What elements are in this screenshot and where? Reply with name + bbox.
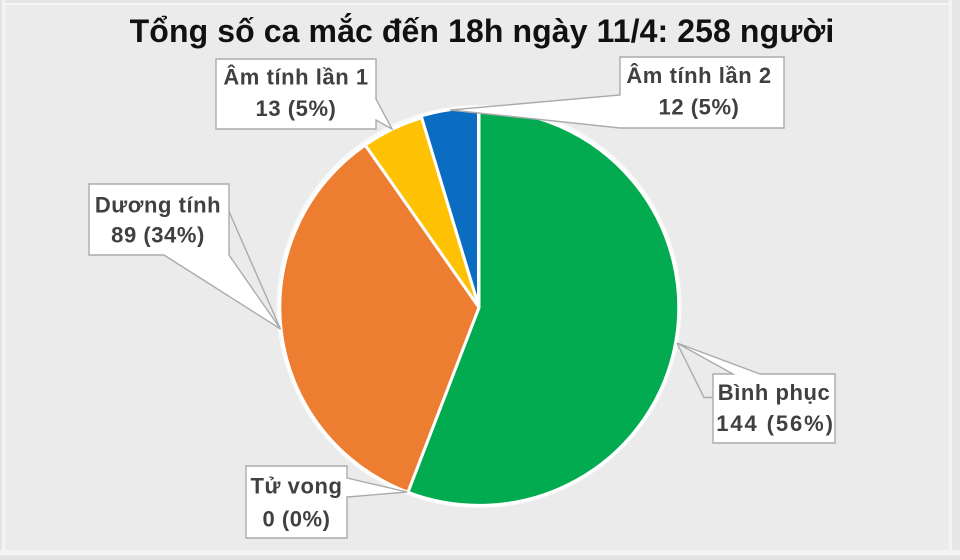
svg-text:0 (0%): 0 (0%) [262,507,330,532]
svg-text:Âm tính lần 1: Âm tính lần 1 [223,65,368,90]
svg-text:144 (56%): 144 (56%) [716,411,835,436]
svg-text:89 (34%): 89 (34%) [111,223,205,248]
svg-text:Tử vong: Tử vong [251,474,343,499]
svg-text:Dương tính: Dương tính [95,193,221,218]
svg-text:Tổng số ca mắc đến 18h ngày 11: Tổng số ca mắc đến 18h ngày 11/4: 258 ng… [130,13,835,49]
svg-text:12 (5%): 12 (5%) [659,95,740,120]
svg-text:13 (5%): 13 (5%) [256,96,337,121]
svg-text:Âm tính lần 2: Âm tính lần 2 [626,63,771,88]
svg-text:Bình phục: Bình phục [718,380,831,405]
